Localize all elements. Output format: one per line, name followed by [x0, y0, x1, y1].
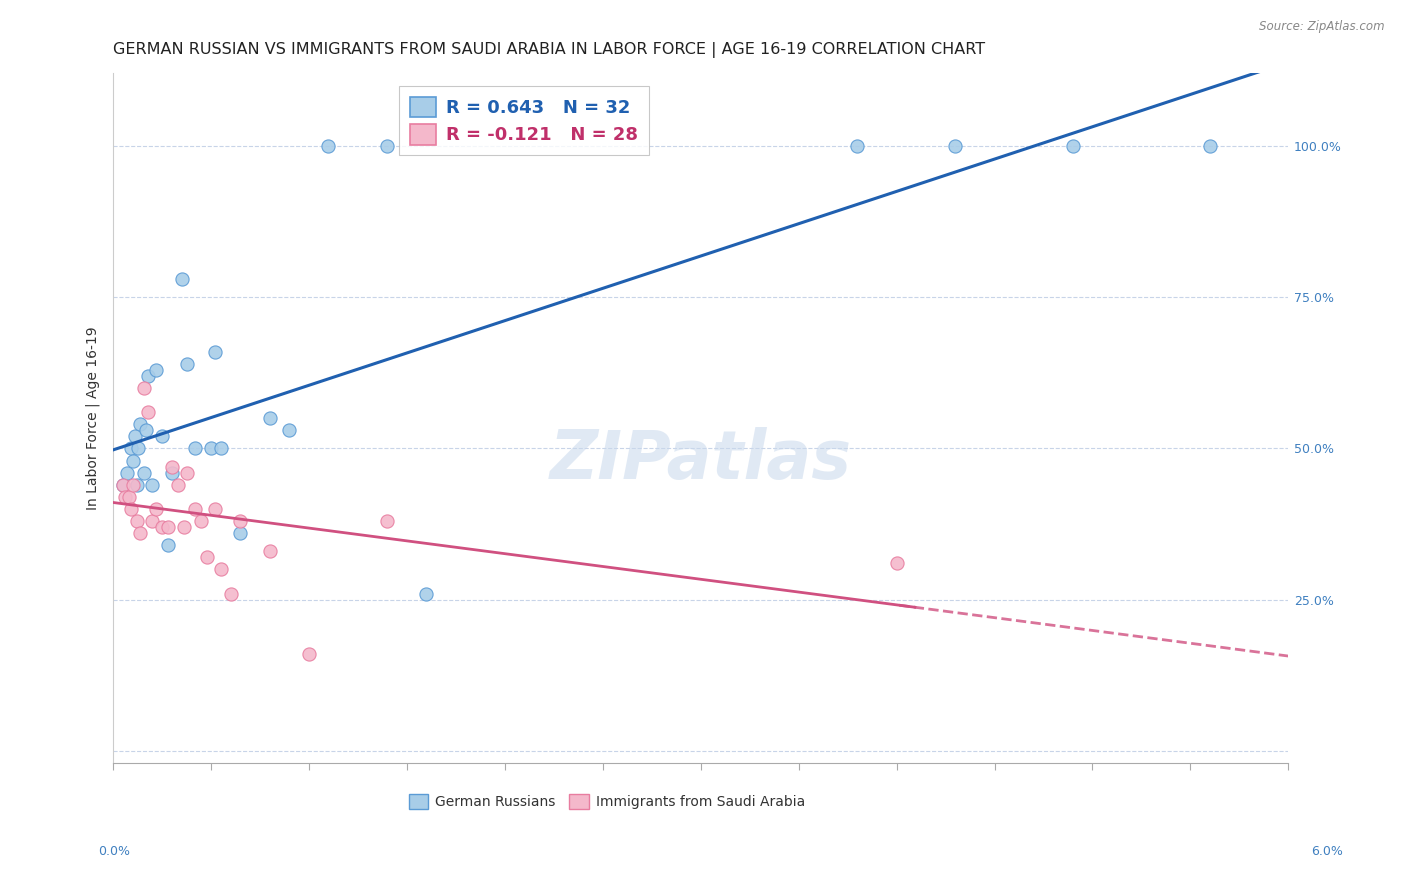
- Point: [150, 429, 173, 443]
- Point: [298, 647, 321, 661]
- Point: [190, 514, 212, 528]
- Point: [156, 520, 179, 534]
- Point: [121, 477, 143, 491]
- Point: [184, 502, 207, 516]
- Legend: German Russians, Immigrants from Saudi Arabia: German Russians, Immigrants from Saudi A…: [404, 789, 810, 814]
- Point: [184, 442, 207, 456]
- Point: [219, 587, 242, 601]
- Point: [125, 514, 148, 528]
- Point: [886, 557, 908, 571]
- Point: [120, 442, 142, 456]
- Point: [259, 544, 281, 558]
- Point: [160, 459, 183, 474]
- Point: [278, 423, 301, 437]
- Point: [145, 363, 167, 377]
- Point: [229, 526, 252, 541]
- Point: [173, 520, 195, 534]
- Point: [115, 466, 138, 480]
- Point: [121, 453, 143, 467]
- Point: [145, 502, 167, 516]
- Point: [415, 587, 437, 601]
- Point: [204, 344, 226, 359]
- Point: [209, 562, 232, 576]
- Point: [166, 477, 188, 491]
- Point: [136, 368, 159, 383]
- Point: [111, 477, 134, 491]
- Text: ZIPatlas: ZIPatlas: [550, 426, 852, 492]
- Point: [160, 466, 183, 480]
- Point: [204, 502, 226, 516]
- Point: [150, 520, 173, 534]
- Point: [375, 138, 398, 153]
- Point: [111, 477, 134, 491]
- Point: [118, 490, 141, 504]
- Point: [127, 442, 149, 456]
- Point: [375, 514, 398, 528]
- Point: [136, 405, 159, 419]
- Point: [141, 514, 163, 528]
- Point: [943, 138, 966, 153]
- Point: [120, 502, 142, 516]
- Y-axis label: In Labor Force | Age 16-19: In Labor Force | Age 16-19: [86, 326, 100, 510]
- Point: [318, 138, 340, 153]
- Point: [846, 138, 869, 153]
- Point: [135, 423, 157, 437]
- Point: [170, 272, 193, 286]
- Point: [259, 411, 281, 425]
- Point: [209, 442, 232, 456]
- Text: Source: ZipAtlas.com: Source: ZipAtlas.com: [1260, 20, 1385, 33]
- Text: 6.0%: 6.0%: [1310, 846, 1343, 858]
- Point: [134, 466, 156, 480]
- Point: [129, 526, 152, 541]
- Point: [1199, 138, 1222, 153]
- Text: GERMAN RUSSIAN VS IMMIGRANTS FROM SAUDI ARABIA IN LABOR FORCE | AGE 16-19 CORREL: GERMAN RUSSIAN VS IMMIGRANTS FROM SAUDI …: [112, 42, 986, 58]
- Point: [125, 477, 148, 491]
- Point: [129, 417, 152, 432]
- Point: [195, 550, 218, 565]
- Point: [200, 442, 222, 456]
- Point: [134, 381, 156, 395]
- Point: [156, 538, 179, 552]
- Point: [176, 466, 198, 480]
- Point: [1062, 138, 1084, 153]
- Point: [176, 357, 198, 371]
- Point: [141, 477, 163, 491]
- Point: [114, 490, 136, 504]
- Point: [124, 429, 146, 443]
- Point: [229, 514, 252, 528]
- Text: 0.0%: 0.0%: [98, 846, 131, 858]
